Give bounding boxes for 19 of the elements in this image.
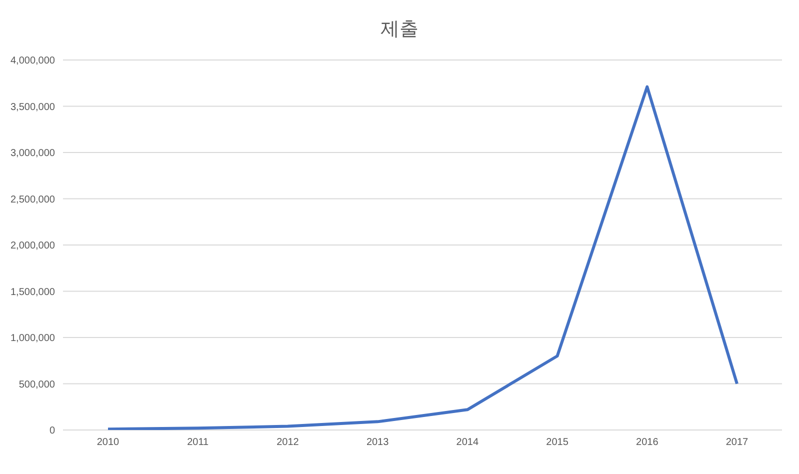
x-tick-label: 2012 [276, 437, 300, 448]
y-tick-label: 1,000,000 [10, 333, 56, 344]
x-tick-label: 2016 [636, 437, 659, 448]
x-tick-label: 2015 [546, 437, 569, 448]
y-tick-label: 3,000,000 [10, 148, 56, 160]
x-tick-label: 2011 [187, 437, 210, 448]
x-tick-label: 2010 [96, 437, 120, 448]
y-tick-label: 2,000,000 [10, 240, 56, 252]
y-tick-label: 1,500,000 [10, 286, 56, 298]
y-tick-label: 2,500,000 [10, 194, 56, 206]
x-tick-label: 2017 [726, 437, 749, 448]
y-tick-label: 0 [49, 426, 56, 437]
y-tick-label: 3,500,000 [10, 102, 56, 113]
x-tick-label: 2014 [456, 437, 479, 448]
chart-title: 제출 [380, 18, 420, 42]
x-tick-label: 2013 [366, 437, 390, 448]
line-series [106, 85, 738, 430]
y-tick-label: 4,000,000 [10, 56, 56, 67]
y-tick-label: 500,000 [18, 379, 56, 390]
